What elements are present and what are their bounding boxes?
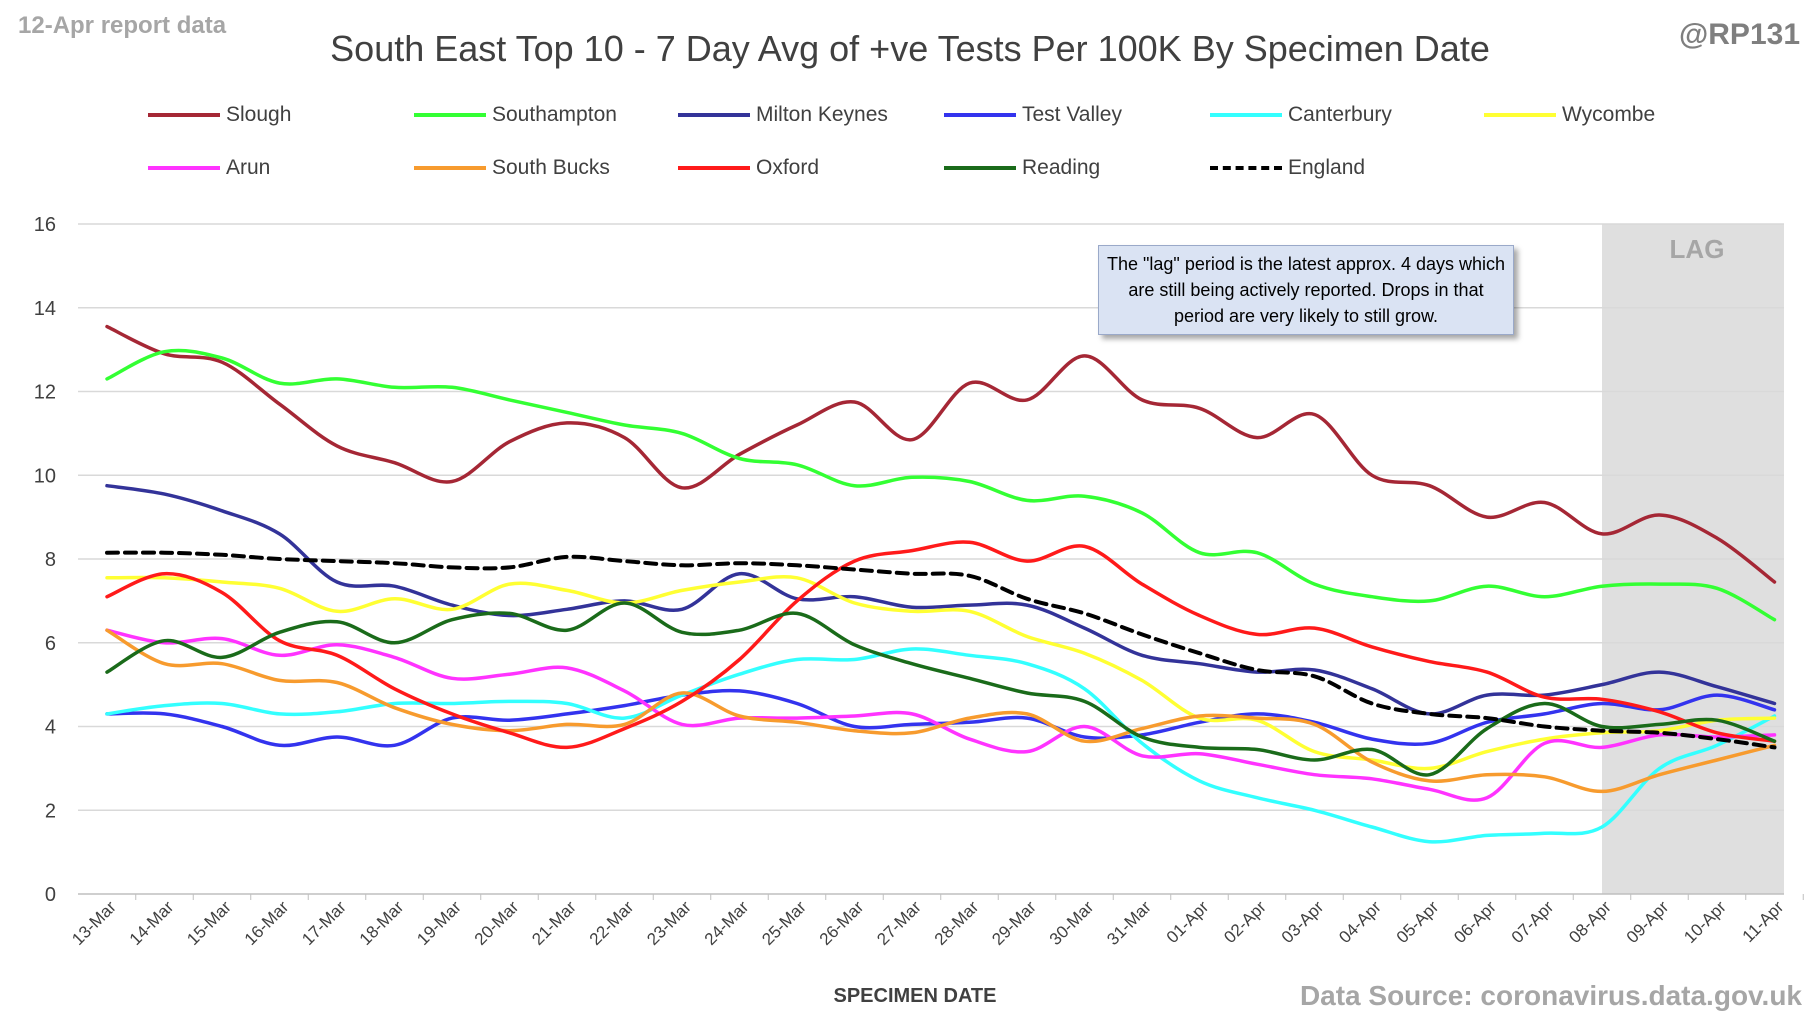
legend-swatch: [678, 113, 750, 117]
legend-label: Arun: [226, 156, 271, 179]
legend-swatch: [944, 113, 1016, 117]
legend-item-wycombe: Wycombe: [1484, 100, 1655, 130]
y-tick-label: 2: [45, 800, 56, 822]
series-line-reading: [105, 601, 1777, 777]
x-tick-label: 15-Mar: [183, 897, 235, 949]
legend-label: Slough: [226, 103, 292, 126]
legend-swatch: [414, 166, 486, 170]
x-tick-label: 03-Apr: [1278, 897, 1328, 947]
x-tick-label: 11-Apr: [1739, 897, 1788, 946]
legend-swatch: [944, 166, 1016, 170]
legend-swatch: [148, 166, 220, 170]
legend-label: Wycombe: [1562, 103, 1656, 126]
y-tick-label: 0: [45, 884, 56, 906]
series-line-milton-keynes: [105, 483, 1777, 716]
x-tick-label: 18-Mar: [356, 897, 408, 949]
legend-item-test-valley: Test Valley: [944, 100, 1122, 130]
legend-item-arun: Arun: [148, 153, 270, 183]
legend-swatch: [1210, 113, 1282, 117]
report-date-label: 12-Apr report data: [18, 12, 227, 39]
chart-legend: Slough Southampton Milton Keynes Test Valle…: [0, 100, 1820, 210]
x-tick-label: 10-Apr: [1680, 897, 1730, 947]
legend-label: Reading: [1022, 156, 1101, 179]
legend-label: Oxford: [756, 156, 820, 179]
legend-swatch: [1210, 166, 1282, 170]
x-tick-label: 07-Apr: [1508, 897, 1558, 947]
series-line-test-valley: [105, 688, 1777, 748]
y-tick-label: 10: [34, 465, 56, 487]
legend-item-oxford: Oxford: [678, 153, 819, 183]
author-handle: @RP131: [1679, 18, 1800, 51]
x-tick-label: 04-Apr: [1335, 897, 1385, 947]
legend-item-slough: Slough: [148, 100, 291, 130]
x-tick-label: 30-Mar: [1046, 897, 1098, 949]
x-tick-label: 26-Mar: [816, 897, 868, 949]
x-tick-label: 22-Mar: [586, 897, 638, 949]
x-tick-label: 01-Apr: [1163, 897, 1213, 947]
series-line-canterbury: [105, 647, 1777, 844]
legend-item-reading: Reading: [944, 153, 1100, 183]
x-tick-label: 02-Apr: [1220, 897, 1270, 947]
x-tick-label: 13-Mar: [68, 897, 120, 949]
chart-title: South East Top 10 - 7 Day Avg of +ve Tes…: [330, 28, 1490, 69]
x-tick-label: 25-Mar: [758, 897, 810, 949]
x-tick-label: 09-Apr: [1623, 897, 1673, 947]
x-tick-label: 21-Mar: [528, 897, 580, 949]
x-axis-title: SPECIMEN DATE: [834, 985, 997, 1007]
series-line-south-bucks: [105, 628, 1777, 794]
series-line-wycombe: [105, 574, 1777, 771]
x-tick-label: 14-Mar: [126, 897, 178, 949]
series-line-arun: [105, 628, 1777, 802]
series-line-oxford: [105, 540, 1777, 750]
series-line-england: [105, 550, 1777, 750]
legend-item-england: England: [1210, 153, 1365, 183]
x-tick-label: 16-Mar: [241, 897, 293, 949]
legend-swatch: [414, 113, 486, 117]
legend-swatch: [148, 113, 220, 117]
data-source: Data Source: coronavirus.data.gov.uk: [1299, 980, 1802, 1011]
x-tick-label: 19-Mar: [413, 897, 465, 949]
legend-item-southampton: Southampton: [414, 100, 617, 130]
y-tick-label: 6: [45, 633, 56, 655]
x-tick-label: 17-Mar: [298, 897, 350, 949]
legend-label: Canterbury: [1288, 103, 1392, 126]
legend-label: Test Valley: [1022, 103, 1122, 126]
legend-label: England: [1288, 156, 1366, 179]
series-line-southampton: [105, 348, 1777, 622]
y-tick-label: 14: [34, 298, 56, 320]
x-tick-label: 24-Mar: [701, 897, 753, 949]
y-tick-label: 8: [45, 549, 56, 571]
legend-label: South Bucks: [492, 156, 610, 179]
legend-item-milton-keynes: Milton Keynes: [678, 100, 888, 130]
legend-label: Milton Keynes: [756, 103, 888, 126]
x-tick-label: 08-Apr: [1565, 897, 1615, 947]
legend-item-south-bucks: South Bucks: [414, 153, 610, 183]
series-line-slough: [105, 324, 1777, 584]
y-tick-label: 4: [45, 717, 56, 739]
legend-swatch: [1484, 113, 1556, 117]
x-tick-label: 27-Mar: [873, 897, 925, 949]
y-tick-label: 12: [34, 382, 56, 404]
lag-label: LAG: [1670, 234, 1725, 264]
legend-swatch: [678, 166, 750, 170]
x-tick-label: 29-Mar: [988, 897, 1040, 949]
y-tick-label: 16: [34, 214, 56, 236]
legend-label: Southampton: [492, 103, 617, 126]
x-tick-label: 20-Mar: [471, 897, 523, 949]
x-tick-label: 31-Mar: [1103, 897, 1155, 949]
legend-item-canterbury: Canterbury: [1210, 100, 1392, 130]
x-tick-label: 23-Mar: [643, 897, 695, 949]
lag-note: The "lag" period is the latest approx. 4…: [1098, 245, 1514, 335]
x-tick-label: 28-Mar: [931, 897, 983, 949]
x-tick-label: 05-Apr: [1393, 897, 1443, 947]
x-tick-label: 06-Apr: [1450, 897, 1500, 947]
